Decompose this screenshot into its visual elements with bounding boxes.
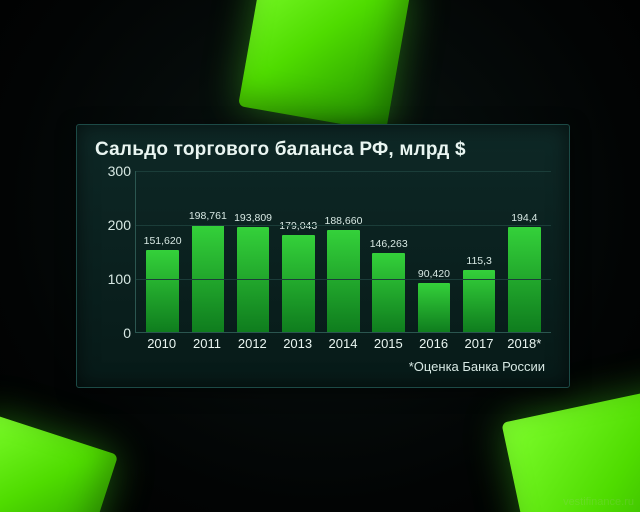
y-axis: 0100200300 [95, 171, 131, 333]
bar-wrap: 146,263 [366, 171, 411, 332]
chart-area: 0100200300 151,620198,761193,809179,0431… [95, 171, 551, 353]
decor-cube [501, 381, 640, 512]
gridline [136, 225, 551, 226]
bar [282, 235, 315, 332]
bar-value-label: 193,809 [234, 212, 272, 224]
bar-wrap: 90,420 [411, 171, 456, 332]
bar [146, 250, 179, 332]
decor-cube [0, 412, 118, 512]
plot-area: 151,620 198,761 193,809 179,043 188,660 146,2… [135, 171, 551, 333]
bar-wrap: 193,809 [230, 171, 275, 332]
chart-panel: Сальдо торгового баланса РФ, млрд $ 0 100… [76, 124, 570, 388]
stage: Сальдо торгового баланса РФ, млрд $ 0 100… [0, 0, 640, 512]
chart-footnote: *Оценка Банка России [95, 359, 551, 374]
x-tick-label: 2012 [230, 333, 275, 353]
watermark: vestifinance.ru [563, 496, 634, 508]
bar [372, 253, 405, 332]
bar-value-label: 151,620 [144, 235, 182, 247]
bars-container: 151,620 198,761 193,809 179,043 188,660 146,2… [136, 171, 551, 332]
y-tick-label: 100 [108, 271, 131, 287]
bar [327, 230, 360, 332]
x-tick-label: 2018* [502, 333, 547, 353]
x-tick-label: 2013 [275, 333, 320, 353]
bar [418, 283, 451, 332]
bar-wrap: 198,761 [185, 171, 230, 332]
decor-cube [238, 0, 412, 132]
bar-wrap: 151,620 [140, 171, 185, 332]
bar-value-label: 194,4 [511, 212, 537, 224]
bar-value-label: 115,3 [466, 255, 492, 267]
x-tick-label: 2017 [456, 333, 501, 353]
chart-title: Сальдо торгового баланса РФ, млрд $ [95, 139, 551, 161]
x-tick-label: 2010 [139, 333, 184, 353]
gridline [136, 279, 551, 280]
y-tick-label: 200 [108, 217, 131, 233]
bar-value-label: 198,761 [189, 210, 227, 222]
bar-wrap: 194,4 [502, 171, 547, 332]
gridline [136, 171, 551, 172]
x-tick-label: 2016 [411, 333, 456, 353]
x-tick-label: 2015 [366, 333, 411, 353]
y-tick-label: 0 [123, 325, 131, 341]
x-axis: 201020112012201320142015201620172018* [135, 333, 551, 353]
y-tick-label: 300 [108, 163, 131, 179]
bar-value-label: 146,263 [370, 238, 408, 250]
bar-value-label: 179,043 [279, 220, 317, 232]
x-tick-label: 2011 [184, 333, 229, 353]
bar-wrap: 115,3 [457, 171, 502, 332]
bar-wrap: 188,660 [321, 171, 366, 332]
bar-wrap: 179,043 [276, 171, 321, 332]
x-tick-label: 2014 [320, 333, 365, 353]
